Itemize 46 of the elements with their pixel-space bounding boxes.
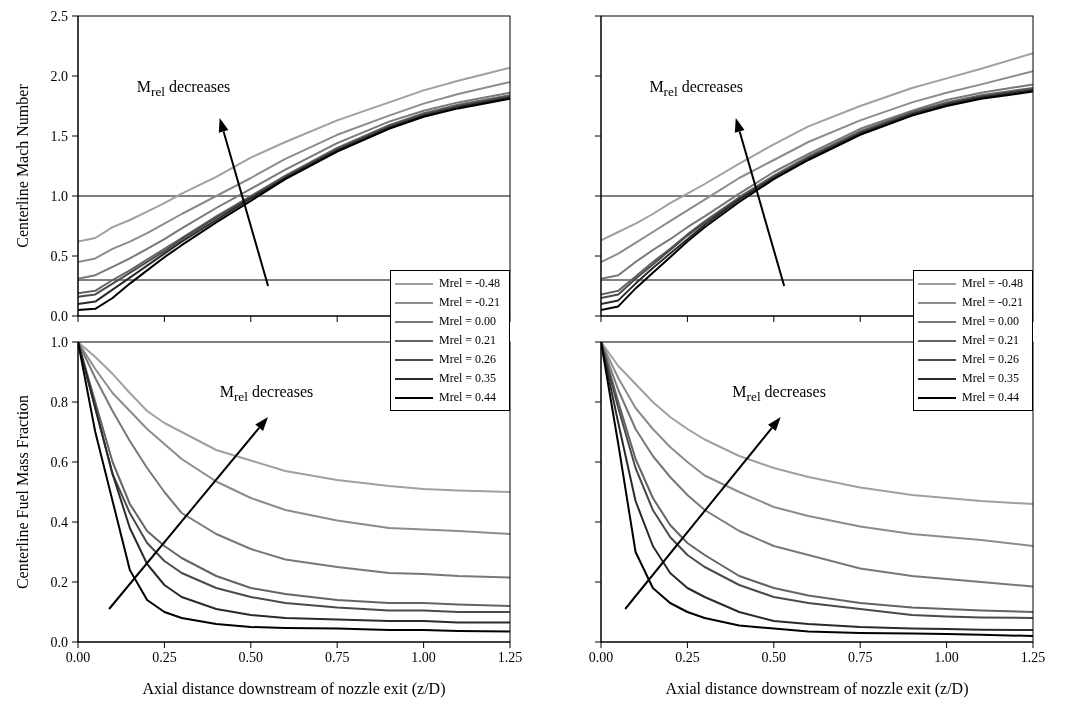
legend-label: Mrel = 0.21 bbox=[439, 333, 497, 348]
x-tick-label: 0.50 bbox=[761, 650, 787, 665]
x-tick-label: 0.75 bbox=[324, 650, 350, 665]
y-tick-label: 0.8 bbox=[50, 395, 68, 410]
legend-label: Mrel = 0.26 bbox=[962, 352, 1020, 367]
x-tick-label: 1.00 bbox=[934, 650, 959, 665]
y-axis-title: Centerline Mach Number bbox=[13, 83, 31, 248]
legend-label: Mrel = 0.00 bbox=[439, 314, 497, 329]
y-tick-label: 0.5 bbox=[50, 249, 68, 264]
y-tick-label: 0.0 bbox=[50, 309, 68, 324]
y-tick-label: 0.0 bbox=[50, 635, 68, 650]
x-tick-label: 0.25 bbox=[675, 650, 700, 665]
y-tick-label: 0.4 bbox=[50, 515, 68, 530]
y-tick-label: 0.6 bbox=[50, 455, 68, 470]
legend-label: Mrel = 0.35 bbox=[962, 371, 1020, 386]
x-tick-label: 1.00 bbox=[411, 650, 436, 665]
x-tick-label: 0.00 bbox=[588, 650, 614, 665]
legend-label: Mrel = 0.21 bbox=[962, 333, 1020, 348]
x-tick-label: 0.25 bbox=[152, 650, 177, 665]
x-tick-label: 0.50 bbox=[238, 650, 264, 665]
legend-label: Mrel = -0.48 bbox=[439, 276, 501, 291]
legend-label: Mrel = -0.48 bbox=[962, 276, 1024, 291]
annotation: M$_{rel}$ decreases bbox=[649, 78, 743, 102]
y-tick-label: 2.5 bbox=[50, 9, 68, 24]
legend-label: Mrel = 0.35 bbox=[439, 371, 497, 386]
annotation: M$_{rel}$ decreases bbox=[219, 383, 314, 407]
y-axis-title: Centerline Fuel Mass Fraction bbox=[13, 394, 31, 590]
x-tick-label: 0.75 bbox=[847, 650, 873, 665]
y-tick-label: 1.0 bbox=[50, 335, 68, 350]
x-tick-label: 1.25 bbox=[497, 650, 523, 665]
y-tick-label: 0.2 bbox=[50, 575, 68, 590]
legend-label: Mrel = -0.21 bbox=[439, 295, 501, 310]
x-tick-label: 0.00 bbox=[65, 650, 91, 665]
x-axis-title: Axial distance downstream of nozzle exit (z/D) bbox=[142, 680, 446, 698]
x-axis-title: Axial distance downstream of nozzle exit (z/D) bbox=[665, 680, 969, 698]
y-tick-label: 1.0 bbox=[50, 189, 68, 204]
x-tick-label: 1.25 bbox=[1020, 650, 1046, 665]
legend-label: Mrel = 0.26 bbox=[439, 352, 497, 367]
legend-label: Mrel = 0.00 bbox=[962, 314, 1020, 329]
annotation: M$_{rel}$ decreases bbox=[732, 383, 826, 407]
legend-label: Mrel = 0.44 bbox=[962, 390, 1020, 405]
legend-label: Mrel = 0.44 bbox=[439, 390, 497, 405]
y-tick-label: 1.5 bbox=[50, 129, 68, 144]
y-tick-label: 2.0 bbox=[50, 69, 68, 84]
annotation: M$_{rel}$ decreases bbox=[136, 78, 231, 102]
legend-label: Mrel = -0.21 bbox=[962, 295, 1024, 310]
